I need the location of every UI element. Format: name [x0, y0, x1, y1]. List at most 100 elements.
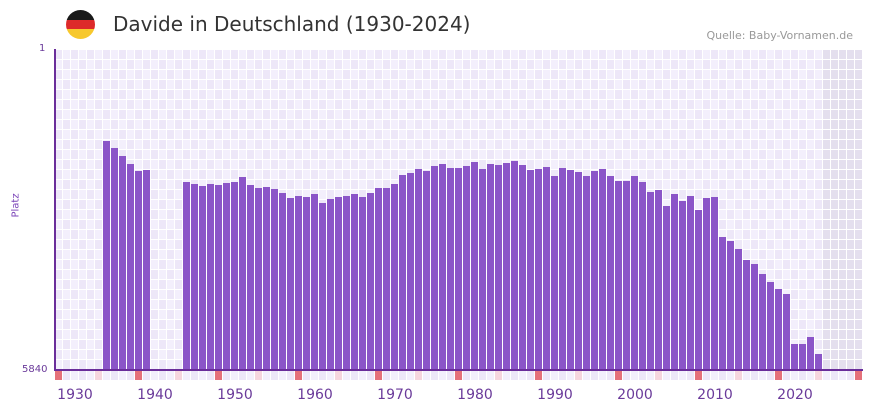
- grid-cell: [159, 180, 166, 189]
- grid-cell: [231, 150, 238, 159]
- grid-cell: [727, 120, 734, 129]
- grid-cell: [535, 100, 542, 109]
- grid-cell: [647, 130, 654, 139]
- grid-cell: [839, 180, 846, 189]
- grid-cell: [151, 350, 158, 359]
- year-marker: [383, 371, 390, 380]
- grid-cell: [415, 150, 422, 159]
- grid-cell: [383, 140, 390, 149]
- grid-cell: [455, 100, 462, 109]
- grid-cell: [79, 130, 86, 139]
- grid-cell: [279, 70, 286, 79]
- bar-1966: [359, 197, 366, 370]
- grid-cell: [255, 70, 262, 79]
- grid-cell: [143, 70, 150, 79]
- grid-cell: [823, 140, 830, 149]
- grid-cell: [855, 280, 862, 289]
- grid-cell: [663, 130, 670, 139]
- grid-cell: [839, 80, 846, 89]
- grid-cell: [831, 270, 838, 279]
- grid-cell: [191, 160, 198, 169]
- grid-cell: [607, 150, 614, 159]
- grid-cell: [663, 150, 670, 159]
- grid-cell: [359, 70, 366, 79]
- grid-cell: [87, 190, 94, 199]
- grid-cell: [191, 60, 198, 69]
- grid-cell: [655, 50, 662, 59]
- grid-cell: [807, 160, 814, 169]
- grid-cell: [383, 180, 390, 189]
- grid-cell: [847, 360, 854, 369]
- year-marker: [583, 371, 590, 380]
- grid-cell: [255, 110, 262, 119]
- grid-cell: [295, 120, 302, 129]
- grid-cell: [383, 130, 390, 139]
- grid-cell: [295, 110, 302, 119]
- grid-cell: [199, 90, 206, 99]
- grid-cell: [63, 190, 70, 199]
- grid-cell: [79, 240, 86, 249]
- grid-cell: [263, 160, 270, 169]
- grid-cell: [703, 60, 710, 69]
- grid-cell: [727, 210, 734, 219]
- grid-cell: [447, 150, 454, 159]
- grid-cell: [335, 190, 342, 199]
- grid-cell: [559, 140, 566, 149]
- grid-cell: [727, 180, 734, 189]
- grid-cell: [311, 110, 318, 119]
- grid-cell: [343, 100, 350, 109]
- grid-cell: [319, 90, 326, 99]
- grid-cell: [727, 110, 734, 119]
- grid-cell: [167, 50, 174, 59]
- grid-cell: [671, 140, 678, 149]
- grid-cell: [327, 50, 334, 59]
- grid-cell: [679, 100, 686, 109]
- grid-cell: [735, 240, 742, 249]
- grid-cell: [823, 330, 830, 339]
- grid-cell: [271, 90, 278, 99]
- grid-cell: [583, 100, 590, 109]
- grid-cell: [175, 80, 182, 89]
- grid-cell: [775, 170, 782, 179]
- grid-cell: [639, 150, 646, 159]
- grid-cell: [855, 180, 862, 189]
- year-marker: [303, 371, 310, 380]
- grid-cell: [551, 90, 558, 99]
- grid-cell: [167, 230, 174, 239]
- grid-cell: [703, 140, 710, 149]
- grid-cell: [815, 70, 822, 79]
- grid-cell: [815, 250, 822, 259]
- grid-cell: [71, 100, 78, 109]
- bar-2003: [655, 190, 662, 370]
- grid-cell: [151, 310, 158, 319]
- bar-2011: [719, 237, 726, 370]
- grid-cell: [79, 200, 86, 209]
- grid-cell: [767, 220, 774, 229]
- grid-cell: [63, 150, 70, 159]
- grid-cell: [239, 170, 246, 179]
- grid-cell: [807, 220, 814, 229]
- grid-cell: [743, 70, 750, 79]
- grid-cell: [527, 130, 534, 139]
- grid-cell: [775, 140, 782, 149]
- grid-cell: [847, 280, 854, 289]
- grid-cell: [567, 150, 574, 159]
- grid-cell: [151, 110, 158, 119]
- grid-cell: [759, 160, 766, 169]
- grid-cell: [63, 130, 70, 139]
- grid-cell: [575, 70, 582, 79]
- grid-cell: [831, 170, 838, 179]
- grid-cell: [559, 80, 566, 89]
- bar-1957: [287, 198, 294, 370]
- grid-cell: [751, 240, 758, 249]
- grid-cell: [423, 90, 430, 99]
- grid-cell: [495, 90, 502, 99]
- grid-cell: [455, 90, 462, 99]
- grid-cell: [127, 110, 134, 119]
- grid-cell: [479, 100, 486, 109]
- grid-cell: [367, 120, 374, 129]
- grid-cell: [95, 210, 102, 219]
- grid-cell: [399, 160, 406, 169]
- grid-cell: [831, 60, 838, 69]
- year-marker: [847, 371, 854, 380]
